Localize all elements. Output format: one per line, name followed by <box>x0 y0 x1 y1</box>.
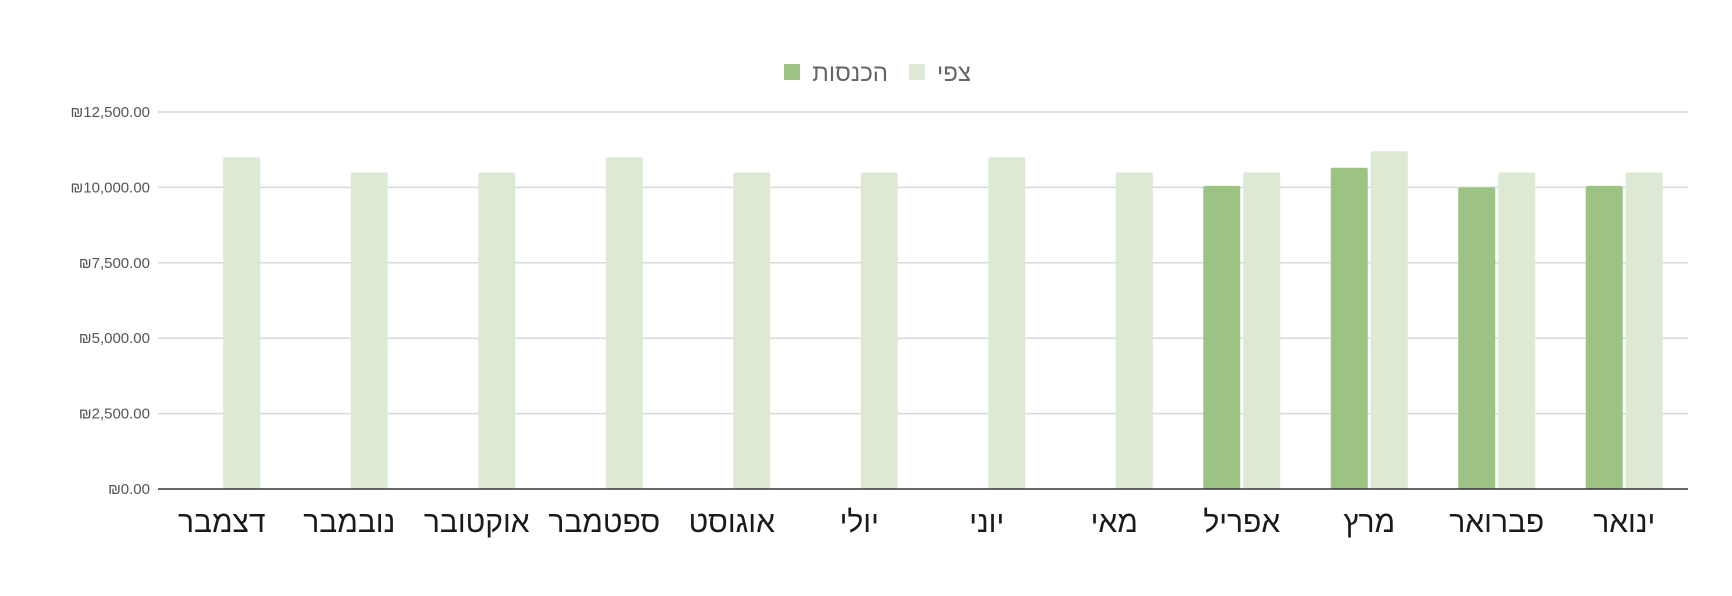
forecast-bar <box>605 157 643 490</box>
forecast-bar <box>1243 172 1281 489</box>
bars <box>223 151 1663 490</box>
y-tick-label: ₪12,500.00 <box>71 104 150 121</box>
x-tick-label: ספטמבר <box>548 506 660 539</box>
legend-swatch <box>784 64 800 80</box>
x-tick-label: נובמבר <box>303 506 395 539</box>
forecast-bar <box>478 172 516 489</box>
forecast-bar <box>223 157 261 490</box>
x-tick-label: פברואר <box>1449 506 1544 539</box>
legend-item[interactable]: הכנסות <box>784 60 888 87</box>
forecast-bar <box>860 172 898 489</box>
forecast-bar <box>1115 172 1153 489</box>
forecast-bar <box>1370 151 1408 489</box>
legend-label: צפי <box>937 60 971 87</box>
revenue-bar <box>1203 185 1241 489</box>
y-tick-label: ₪10,000.00 <box>71 179 150 196</box>
x-tick-label: יולי <box>840 506 879 539</box>
y-tick-label: ₪0.00 <box>108 481 150 498</box>
revenue-bar <box>1330 167 1368 489</box>
forecast-bar <box>1498 172 1536 489</box>
gridlines <box>158 111 1688 415</box>
x-tick-label: אוגוסט <box>689 506 776 539</box>
x-tick-label: אוקטובר <box>424 506 530 539</box>
x-axis-ticks: ינואר פברואר מרץ אפריל מאי יוני יולי אוגוסט ספטמ… <box>178 506 1655 539</box>
x-tick-label: יוני <box>969 506 1004 539</box>
revenue-bar <box>1585 185 1623 489</box>
y-axis-ticks: ₪0.00 ₪2,500.00 ₪5,000.00 ₪7,500.00 ₪10,000.… <box>71 104 150 498</box>
forecast-bar <box>350 172 388 489</box>
legend[interactable]: הכנסות צפי <box>784 60 971 87</box>
y-tick-label: ₪2,500.00 <box>79 406 150 423</box>
revenue-bar <box>1458 187 1496 489</box>
legend-item[interactable]: צפי <box>909 60 971 87</box>
y-tick-label: ₪5,000.00 <box>79 330 150 347</box>
x-tick-label: ינואר <box>1593 506 1655 539</box>
forecast-bar <box>733 172 771 489</box>
forecast-bar <box>1625 172 1663 489</box>
legend-label: הכנסות <box>812 60 888 87</box>
x-tick-label: אפריל <box>1203 506 1280 539</box>
forecast-bar <box>988 157 1026 490</box>
x-tick-label: מאי <box>1091 506 1138 539</box>
x-tick-label: מרץ <box>1343 506 1395 539</box>
x-tick-label: דצמבר <box>178 506 266 539</box>
y-tick-label: ₪7,500.00 <box>79 255 150 272</box>
legend-swatch <box>909 64 925 80</box>
